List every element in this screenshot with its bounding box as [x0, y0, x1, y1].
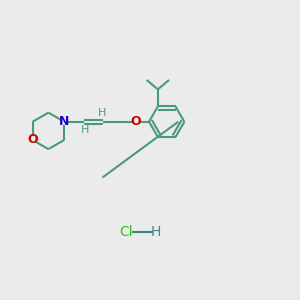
- Text: H: H: [81, 125, 89, 135]
- Text: N: N: [59, 115, 69, 128]
- Text: H: H: [98, 109, 106, 118]
- Text: O: O: [130, 115, 141, 128]
- Text: H: H: [151, 225, 161, 239]
- Text: O: O: [27, 134, 38, 146]
- Text: Cl: Cl: [120, 225, 133, 239]
